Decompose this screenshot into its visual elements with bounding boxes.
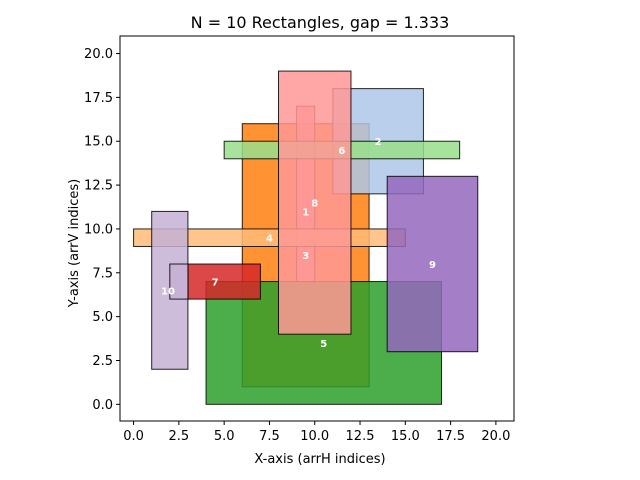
rectangle-label-5: 5 bbox=[320, 339, 327, 350]
rectangle-label-9: 9 bbox=[429, 260, 436, 271]
rectangle-label-1: 1 bbox=[302, 207, 309, 218]
x-tick-label: 12.5 bbox=[346, 429, 375, 444]
x-axis-ticks: 0.0 2.5 5.0 7.5 10.0 12.5 15.0 17.5 20.0 bbox=[123, 421, 510, 444]
x-tick-label: 20.0 bbox=[481, 429, 510, 444]
x-tick-label: 2.5 bbox=[169, 429, 190, 444]
rectangle-overlay-1 bbox=[169, 263, 189, 300]
x-tick-label: 0.0 bbox=[123, 429, 144, 444]
rectangle-7 bbox=[187, 263, 261, 300]
y-axis-ticks: 0.0 2.5 5.0 7.5 10.0 12.5 15.0 17.5 20.0 bbox=[84, 47, 120, 413]
x-tick-label: 10.0 bbox=[300, 429, 329, 444]
rectangle-label-2: 2 bbox=[375, 137, 382, 148]
x-tick-label: 7.5 bbox=[259, 429, 280, 444]
plot-area: 1 2 3 4 5 6 7 8 9 10 bbox=[119, 35, 515, 422]
y-tick-label: 0.0 bbox=[92, 398, 113, 413]
chart-title: N = 10 Rectangles, gap = 1.333 bbox=[191, 13, 450, 32]
y-tick-label: 17.5 bbox=[84, 91, 113, 106]
y-tick-label: 7.5 bbox=[92, 266, 113, 281]
y-tick-label: 5.0 bbox=[92, 310, 113, 325]
y-axis-label: Y-axis (arrV indices) bbox=[67, 179, 82, 309]
rectangle-labels-layer: 1 2 3 4 5 6 7 8 9 10 bbox=[161, 137, 436, 350]
y-tick-label: 20.0 bbox=[84, 47, 113, 62]
y-tick-label: 15.0 bbox=[84, 135, 113, 150]
x-tick-label: 5.0 bbox=[214, 429, 235, 444]
rectangle-label-8: 8 bbox=[311, 199, 318, 210]
rectangle-label-10: 10 bbox=[161, 286, 175, 297]
rectangle-label-7: 7 bbox=[212, 278, 219, 289]
rectangle-label-4: 4 bbox=[266, 234, 273, 245]
rectangle-label-3: 3 bbox=[302, 251, 309, 262]
rectangle-label-6: 6 bbox=[338, 146, 345, 157]
rectangle-8 bbox=[278, 70, 352, 335]
x-tick-label: 15.0 bbox=[391, 429, 420, 444]
x-tick-label: 17.5 bbox=[436, 429, 465, 444]
rectangle-9 bbox=[386, 175, 479, 353]
y-tick-label: 12.5 bbox=[84, 179, 113, 194]
x-axis-label: X-axis (arrH indices) bbox=[254, 452, 385, 467]
y-tick-label: 10.0 bbox=[84, 222, 113, 237]
y-tick-label: 2.5 bbox=[92, 354, 113, 369]
rectangles-layer bbox=[133, 70, 479, 405]
